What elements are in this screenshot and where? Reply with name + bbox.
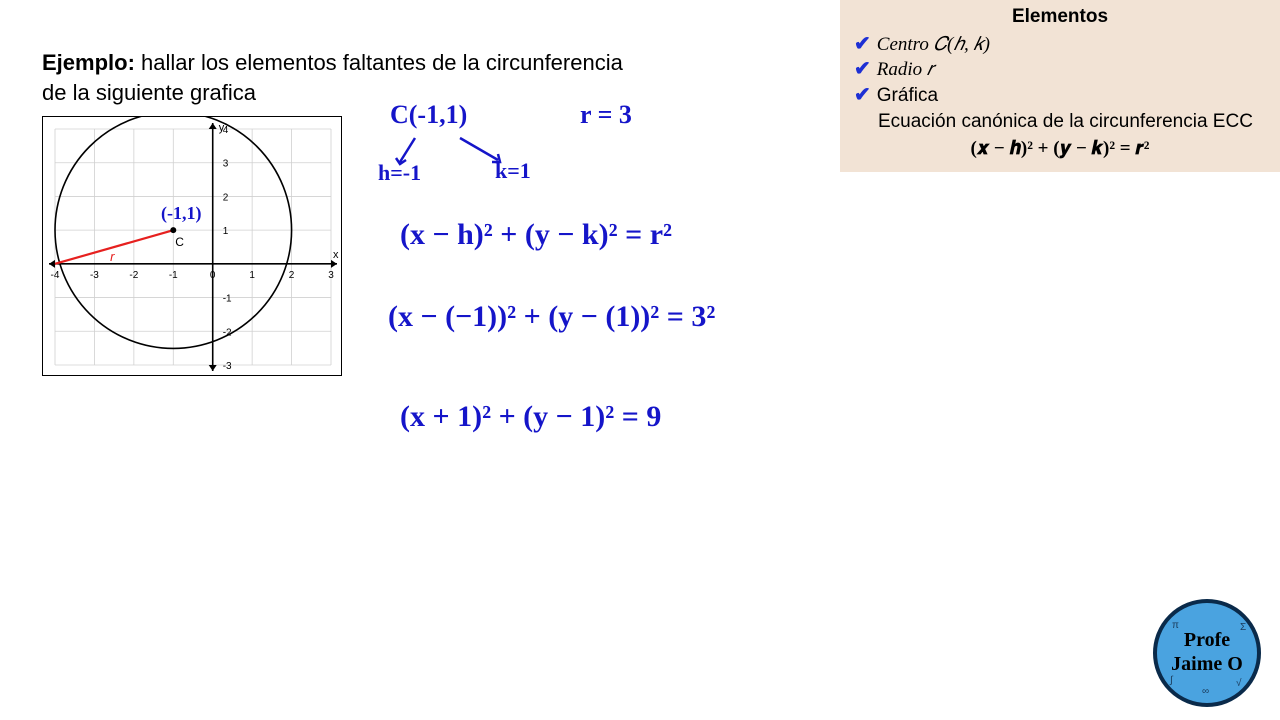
check-icon: ✔ — [854, 57, 871, 81]
logo-line1: Profe — [1184, 629, 1230, 651]
svg-text:C: C — [175, 235, 184, 249]
channel-logo: Profe Jaime O π Σ ∫ √ ∞ — [1152, 598, 1262, 708]
elements-panel: Elementos ✔ Centro 𝐶(ℎ, 𝑘) ✔ Radio 𝑟 ✔ G… — [840, 0, 1280, 172]
svg-text:∞: ∞ — [1202, 686, 1209, 697]
hand-eq2: (x − (−1))² + (y − (1))² = 3² — [388, 300, 715, 334]
hand-eq3: (x + 1)² + (y − 1)² = 9 — [400, 400, 661, 434]
ecc-formula: (𝒙 − 𝒉)² + (𝒚 − 𝒌)² = 𝒓² — [854, 136, 1266, 162]
svg-text:2: 2 — [289, 270, 295, 281]
svg-text:π: π — [1172, 620, 1179, 631]
el-text: Radio 𝑟 — [877, 57, 934, 83]
svg-text:Σ: Σ — [1240, 622, 1246, 633]
example-prompt: Ejemplo: hallar los elementos faltantes … — [42, 48, 642, 107]
prompt-bold: Ejemplo: — [42, 50, 135, 75]
el-text: Centro 𝐶(ℎ, 𝑘) — [877, 32, 990, 58]
elements-title: Elementos — [854, 4, 1266, 30]
hand-eq1: (x − h)² + (y − k)² = r² — [400, 218, 672, 252]
svg-text:-1: -1 — [223, 294, 232, 305]
svg-text:-1: -1 — [169, 270, 178, 281]
center-coord-label: (-1,1) — [161, 203, 201, 224]
svg-text:-3: -3 — [90, 270, 99, 281]
check-icon: ✔ — [854, 32, 871, 56]
svg-text:1: 1 — [223, 226, 229, 237]
logo-line2: Jaime O — [1171, 653, 1243, 675]
svg-text:x: x — [333, 249, 339, 261]
el-item-centro: ✔ Centro 𝐶(ℎ, 𝑘) — [854, 32, 1266, 58]
formula-text: (𝒙 − 𝒉)² + (𝒚 − 𝒌)² = 𝒓² — [971, 138, 1150, 159]
el-text: Gráfica — [877, 83, 938, 109]
graph-svg: -4-3-2-10123-3-2-11234xyrC — [43, 117, 343, 377]
el-item-ecc: Ecuación canónica de la circunferencia E… — [854, 109, 1266, 135]
svg-text:3: 3 — [223, 159, 229, 170]
graph-panel: -4-3-2-10123-3-2-11234xyrC (-1,1) — [42, 116, 342, 376]
svg-text:-2: -2 — [129, 270, 138, 281]
svg-text:-3: -3 — [223, 361, 232, 372]
el-item-radio: ✔ Radio 𝑟 — [854, 57, 1266, 83]
hand-arrows — [380, 120, 580, 180]
hand-r-val: r = 3 — [580, 100, 632, 130]
svg-text:3: 3 — [328, 270, 334, 281]
check-icon: ✔ — [854, 83, 871, 107]
logo-svg: Profe Jaime O π Σ ∫ √ ∞ — [1152, 598, 1262, 708]
svg-text:-4: -4 — [51, 270, 60, 281]
ecc-label: Ecuación canónica de la circunferencia E… — [878, 109, 1253, 135]
svg-text:√: √ — [1236, 677, 1242, 689]
svg-text:0: 0 — [210, 270, 216, 281]
svg-text:2: 2 — [223, 192, 229, 203]
el-item-grafica: ✔ Gráfica — [854, 83, 1266, 109]
svg-text:1: 1 — [249, 270, 255, 281]
svg-text:r: r — [110, 249, 115, 264]
